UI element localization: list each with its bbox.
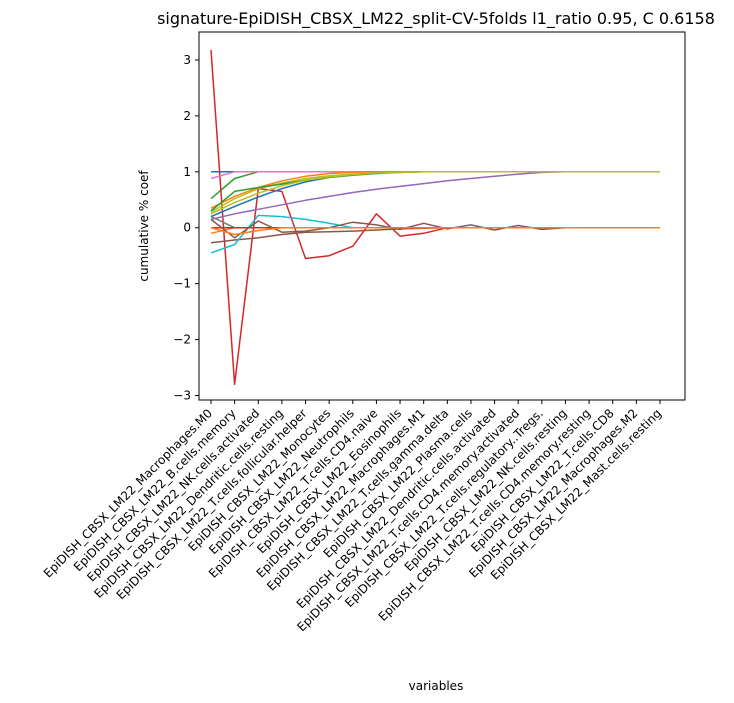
series-line-10 (210, 214, 660, 254)
series-line-11 (210, 171, 660, 218)
y-axis-label: cumulative % coef (137, 170, 151, 282)
plot-area (198, 31, 686, 401)
x-axis: EpiDISH_CBSX_LM22_Macrophages.M0EpiDISH_… (41, 400, 664, 634)
y-tick-label: 1 (183, 165, 191, 179)
y-tick-label: −1 (173, 277, 191, 291)
series-group (210, 49, 660, 386)
x-axis-label: variables (409, 679, 464, 693)
y-tick-label: 3 (183, 53, 191, 67)
series-line-17 (210, 226, 660, 236)
axes-frame (198, 31, 686, 401)
series-line-16 (210, 171, 660, 215)
y-tick-label: −2 (173, 333, 191, 347)
series-line-7 (210, 171, 660, 180)
y-axis: −3 −2 −1 0 1 2 3 (173, 53, 199, 403)
y-tick-label: 2 (183, 109, 191, 123)
series-line-5 (210, 171, 660, 221)
chart-title: signature-EpiDISH_CBSX_LM22_split-CV-5fo… (157, 9, 715, 29)
y-tick-label: −3 (173, 389, 191, 403)
y-tick-label: 0 (183, 221, 191, 235)
